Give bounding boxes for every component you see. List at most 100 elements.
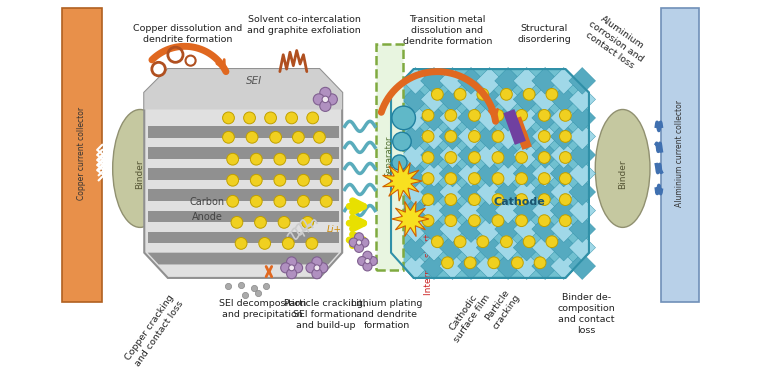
Circle shape — [287, 257, 297, 267]
Text: Particle cracking,
SEI formation
and build-up: Particle cracking, SEI formation and bui… — [285, 299, 366, 330]
Polygon shape — [513, 142, 540, 168]
Circle shape — [445, 131, 457, 142]
Circle shape — [516, 173, 527, 185]
Circle shape — [431, 236, 443, 248]
Point — [222, 283, 234, 289]
Circle shape — [222, 131, 234, 143]
Bar — [503, 109, 526, 145]
Circle shape — [306, 238, 318, 249]
Circle shape — [322, 96, 329, 102]
Circle shape — [292, 263, 303, 273]
Circle shape — [250, 195, 263, 207]
Circle shape — [559, 152, 572, 164]
Circle shape — [314, 94, 324, 105]
Polygon shape — [439, 234, 466, 261]
Circle shape — [492, 173, 504, 185]
Polygon shape — [569, 253, 596, 279]
Circle shape — [312, 269, 322, 279]
Polygon shape — [495, 67, 521, 94]
Circle shape — [265, 112, 276, 124]
Circle shape — [501, 236, 512, 248]
Polygon shape — [402, 216, 428, 242]
Circle shape — [492, 131, 504, 142]
Polygon shape — [513, 197, 540, 224]
Polygon shape — [476, 142, 503, 168]
Polygon shape — [439, 253, 466, 279]
Polygon shape — [402, 160, 428, 187]
Circle shape — [445, 110, 457, 121]
Circle shape — [539, 173, 550, 185]
Polygon shape — [421, 142, 447, 168]
Circle shape — [559, 173, 572, 185]
Circle shape — [422, 173, 434, 185]
Polygon shape — [532, 105, 559, 131]
Circle shape — [445, 152, 457, 164]
Text: Carbon: Carbon — [189, 197, 225, 207]
Polygon shape — [513, 216, 540, 242]
Polygon shape — [421, 160, 447, 187]
Circle shape — [282, 238, 295, 249]
Circle shape — [392, 155, 407, 170]
Circle shape — [285, 112, 298, 124]
Polygon shape — [495, 179, 521, 205]
Polygon shape — [495, 160, 521, 187]
Polygon shape — [532, 216, 559, 242]
Circle shape — [488, 257, 500, 269]
Circle shape — [302, 216, 314, 228]
Circle shape — [539, 110, 550, 121]
Polygon shape — [532, 234, 559, 261]
Circle shape — [368, 256, 377, 266]
Circle shape — [320, 100, 331, 111]
Point — [247, 285, 260, 291]
Circle shape — [320, 153, 332, 165]
Circle shape — [355, 243, 364, 252]
Circle shape — [422, 194, 434, 205]
Circle shape — [492, 194, 504, 205]
Circle shape — [255, 216, 266, 228]
Circle shape — [454, 88, 466, 100]
Text: Internal short-circuit: Internal short-circuit — [425, 202, 434, 295]
Polygon shape — [148, 168, 339, 180]
Polygon shape — [495, 216, 521, 242]
Polygon shape — [402, 197, 428, 224]
Circle shape — [469, 173, 480, 185]
Circle shape — [559, 215, 572, 226]
Circle shape — [516, 194, 527, 205]
Text: SEI decomposition
and precipitation: SEI decomposition and precipitation — [218, 299, 306, 319]
Circle shape — [469, 131, 480, 142]
Circle shape — [393, 132, 411, 151]
Polygon shape — [148, 253, 339, 265]
Polygon shape — [513, 86, 540, 113]
Circle shape — [318, 263, 328, 273]
Circle shape — [516, 215, 527, 226]
Polygon shape — [569, 160, 596, 187]
Polygon shape — [148, 147, 339, 159]
Circle shape — [516, 131, 527, 142]
Polygon shape — [439, 160, 466, 187]
Circle shape — [524, 88, 535, 100]
Circle shape — [358, 256, 367, 266]
Circle shape — [288, 265, 295, 271]
Polygon shape — [513, 123, 540, 150]
Circle shape — [298, 195, 309, 207]
Polygon shape — [457, 216, 485, 242]
Bar — [62, 9, 102, 302]
Circle shape — [320, 174, 332, 186]
Circle shape — [320, 195, 332, 207]
Circle shape — [274, 174, 285, 186]
Polygon shape — [513, 253, 540, 279]
Polygon shape — [148, 232, 339, 243]
Polygon shape — [402, 234, 428, 261]
Polygon shape — [402, 67, 428, 94]
Text: Particle
cracking: Particle cracking — [482, 286, 522, 331]
Polygon shape — [421, 105, 447, 131]
Polygon shape — [550, 105, 577, 131]
Polygon shape — [569, 216, 596, 242]
Polygon shape — [148, 211, 339, 222]
Circle shape — [422, 215, 434, 226]
Text: Structural
disordering: Structural disordering — [517, 24, 572, 44]
Circle shape — [292, 131, 304, 143]
Polygon shape — [550, 123, 577, 150]
Circle shape — [539, 152, 550, 164]
Polygon shape — [391, 69, 589, 278]
